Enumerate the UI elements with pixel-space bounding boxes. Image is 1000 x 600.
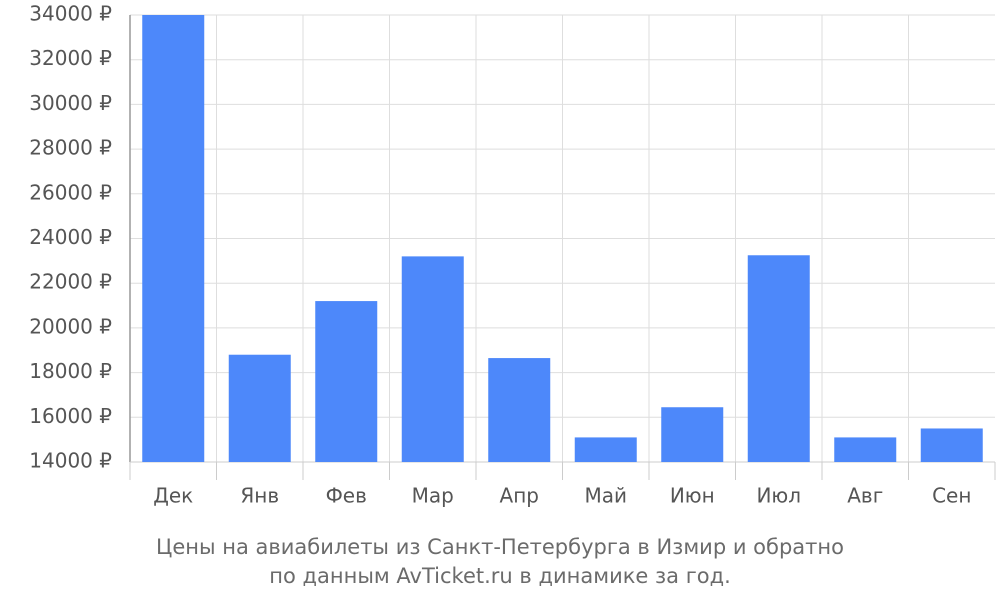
y-tick-label: 18000 ₽ (29, 359, 112, 383)
x-tick-label: Май (584, 484, 627, 508)
y-tick-label: 28000 ₽ (29, 136, 112, 160)
bar (142, 15, 205, 462)
bar (834, 437, 897, 462)
bar (747, 255, 810, 462)
y-tick-label: 34000 ₽ (29, 2, 112, 26)
y-tick-label: 22000 ₽ (29, 270, 112, 294)
y-tick-label: 32000 ₽ (29, 46, 112, 70)
y-tick-label: 20000 ₽ (29, 314, 112, 338)
bar (228, 354, 291, 462)
y-tick-label: 14000 ₽ (29, 449, 112, 473)
y-tick-label: 26000 ₽ (29, 180, 112, 204)
y-tick-label: 24000 ₽ (29, 225, 112, 249)
bar (401, 256, 464, 462)
x-tick-label: Апр (500, 484, 539, 508)
y-tick-label: 30000 ₽ (29, 91, 112, 115)
x-tick-label: Июл (756, 484, 801, 508)
x-tick-label: Фев (326, 484, 367, 508)
x-tick-label: Дек (153, 484, 193, 508)
bar (661, 407, 724, 462)
caption-line: по данным AvTicket.ru в динамике за год. (269, 564, 731, 588)
bar (488, 358, 551, 462)
bar (315, 301, 378, 462)
x-tick-label: Авг (847, 484, 883, 508)
x-tick-label: Сен (932, 484, 971, 508)
bar (574, 437, 637, 462)
x-tick-label: Мар (412, 484, 454, 508)
x-tick-label: Июн (670, 484, 715, 508)
bar (920, 428, 983, 462)
y-tick-label: 16000 ₽ (29, 404, 112, 428)
caption-line: Цены на авиабилеты из Санкт-Петербурга в… (156, 535, 844, 559)
x-tick-label: Янв (240, 484, 279, 508)
